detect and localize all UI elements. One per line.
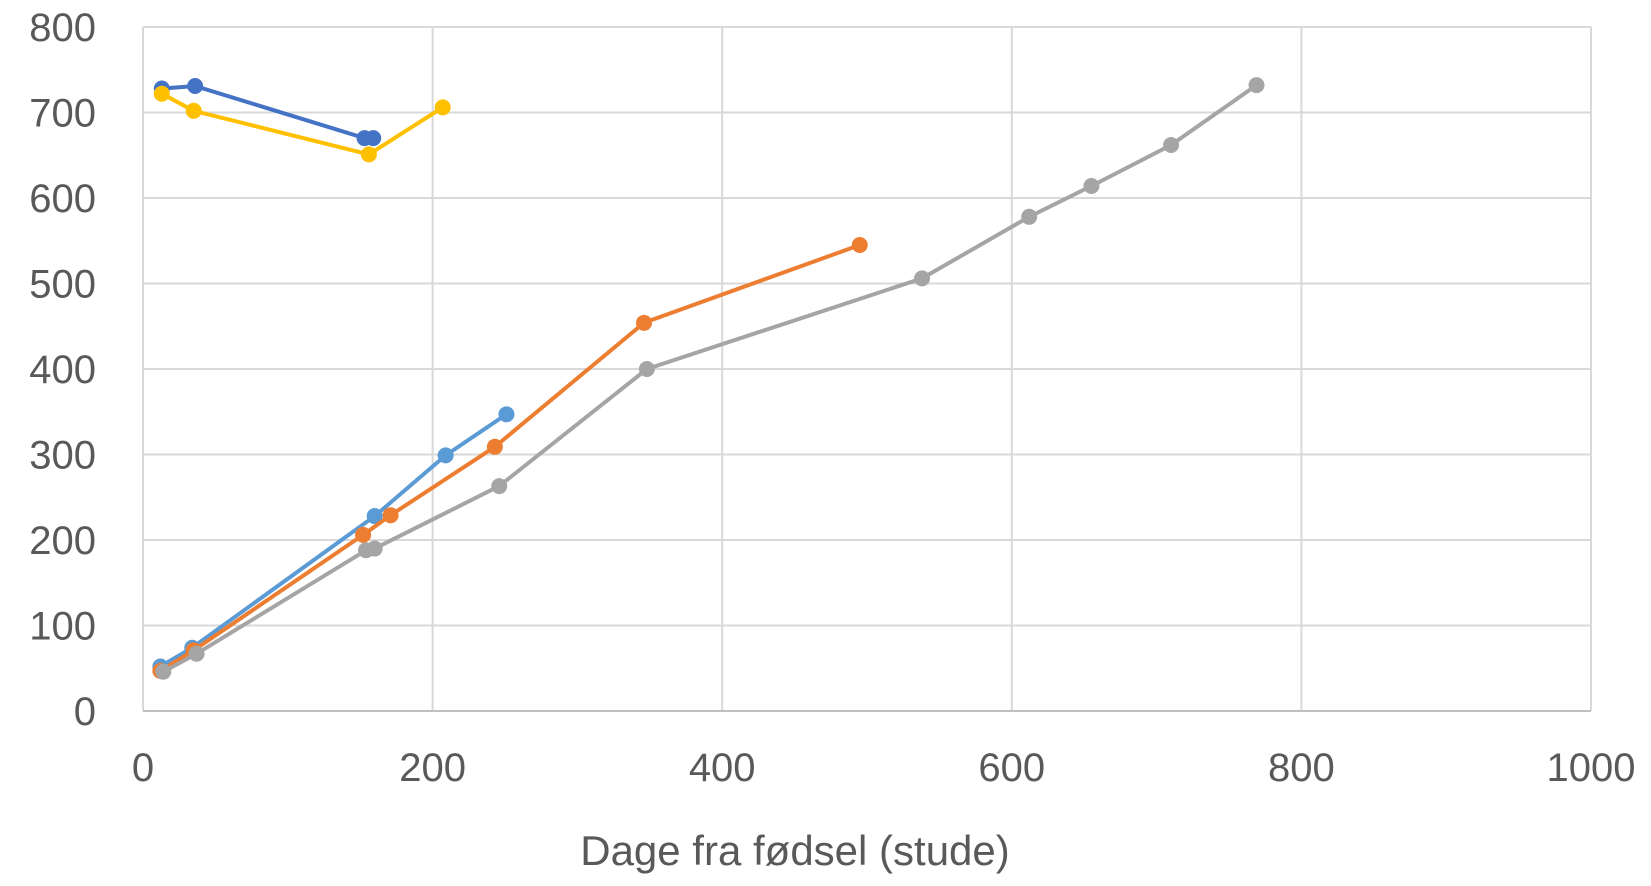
data-point — [491, 478, 508, 495]
x-tick-label: 400 — [689, 746, 756, 790]
data-point — [434, 99, 451, 116]
data-point — [366, 540, 383, 557]
data-point — [636, 314, 653, 331]
y-tick-label: 600 — [29, 177, 96, 221]
series-2 — [153, 85, 451, 163]
series-5 — [155, 77, 1265, 680]
data-point — [187, 77, 204, 94]
data-point — [486, 438, 503, 455]
data-point — [360, 146, 377, 163]
x-tick-label: 600 — [978, 746, 1045, 790]
data-series — [152, 77, 1265, 680]
data-point — [155, 663, 172, 680]
data-point — [153, 85, 170, 102]
grid-lines — [142, 26, 1592, 711]
data-point — [366, 508, 383, 525]
data-point — [365, 130, 382, 147]
data-point — [498, 406, 515, 423]
y-tick-label: 800 — [29, 6, 96, 50]
y-tick-label: 400 — [29, 348, 96, 392]
data-point — [851, 237, 868, 254]
x-tick-label: 200 — [399, 746, 466, 790]
data-point — [1248, 77, 1265, 94]
series-4 — [152, 237, 868, 679]
y-tick-label: 0 — [74, 690, 96, 734]
data-point — [914, 270, 931, 287]
data-point — [1163, 136, 1180, 153]
data-point — [437, 447, 454, 464]
series-line — [159, 243, 861, 673]
data-point — [188, 645, 205, 662]
x-axis-title: Dage fra fødsel (stude) — [580, 827, 1010, 874]
series-line — [160, 91, 444, 157]
data-point — [185, 102, 202, 119]
data-point — [638, 361, 655, 377]
x-tick-label: 1000 — [1547, 746, 1636, 790]
series-line — [162, 83, 1258, 674]
y-tick-label: 200 — [29, 519, 96, 563]
y-tick-label: 500 — [29, 263, 96, 307]
y-tick-label: 300 — [29, 434, 96, 478]
x-tick-label: 0 — [132, 746, 154, 790]
data-point — [382, 507, 399, 524]
data-point — [1021, 208, 1038, 225]
data-point — [1083, 178, 1100, 195]
y-tick-label: 700 — [29, 92, 96, 136]
tick-labels: 0 100 200 300 400 500 600 700 800 0 200 400 600 800 10… — [29, 6, 1635, 790]
data-point — [355, 526, 372, 543]
y-tick-label: 100 — [29, 605, 96, 649]
x-tick-label: 800 — [1268, 746, 1335, 790]
